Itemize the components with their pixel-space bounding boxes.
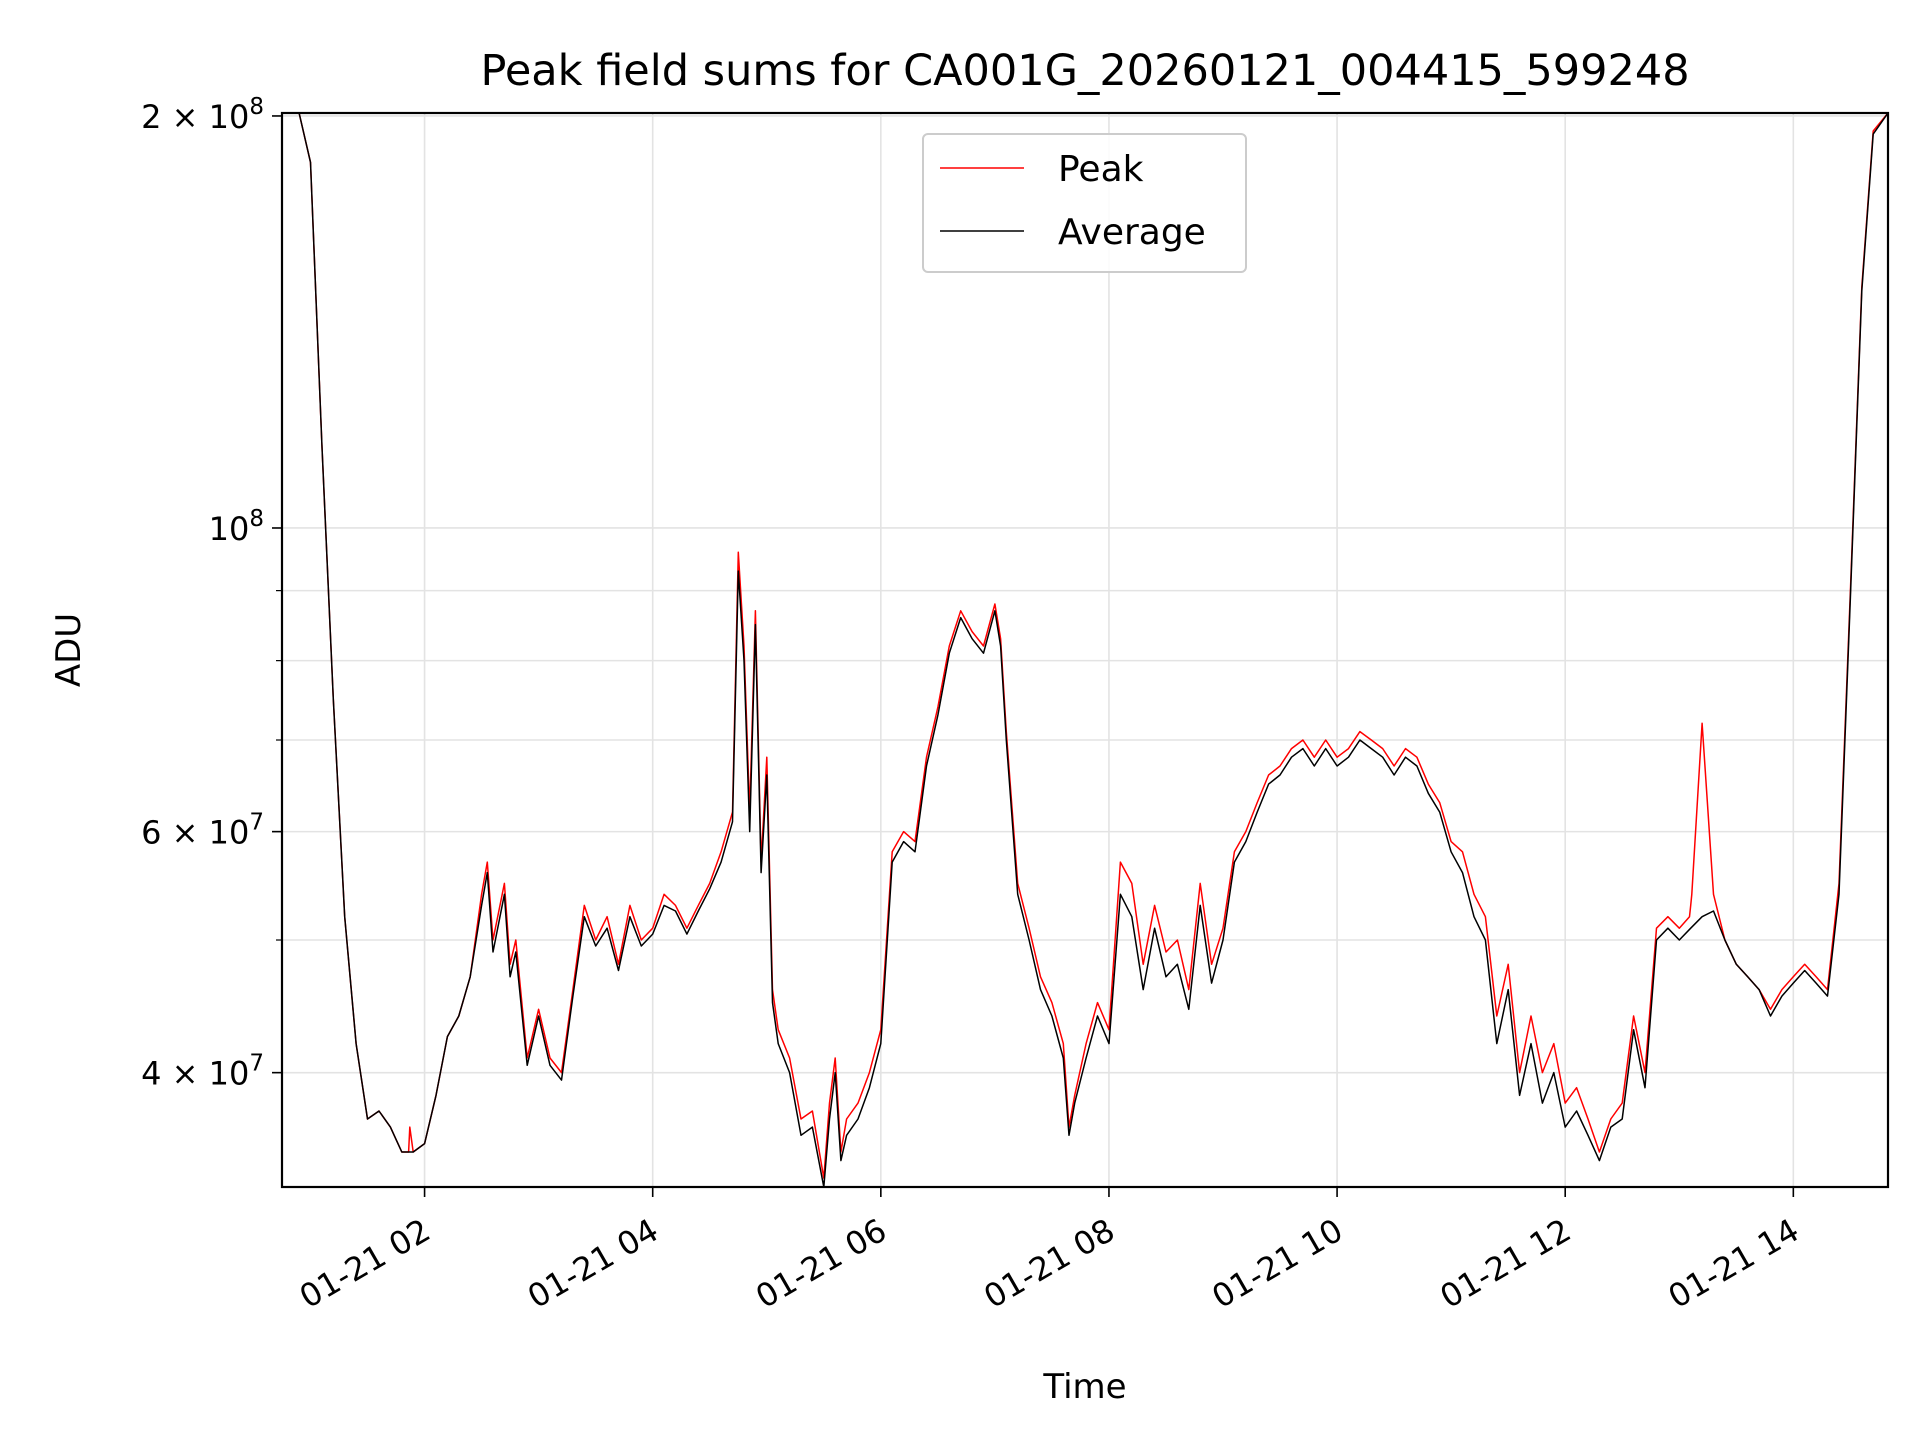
y-tick-label-base: 6 × 10 [141, 814, 249, 852]
y-tick-label-exponent: 7 [249, 1051, 264, 1077]
legend-label-average: Average [1058, 212, 1206, 253]
y-tick-label-exponent: 8 [249, 506, 264, 532]
y-tick-label-base: 10 [209, 510, 250, 548]
series-layer [282, 112, 1889, 1188]
series-line-average [282, 112, 1889, 1188]
y-axis-label: ADU [49, 613, 89, 687]
y-tick-label: 2 × 108 [141, 94, 264, 136]
y-tick-label-exponent: 7 [249, 810, 264, 836]
series-line-peak [282, 112, 1889, 1179]
legend: Peak Average [922, 133, 1247, 273]
y-tick-label: 4 × 107 [141, 1051, 264, 1093]
y-tick-label-exponent: 8 [249, 94, 264, 120]
legend-label-peak: Peak [1058, 149, 1144, 190]
chart-title: Peak field sums for CA001G_20260121_0044… [480, 46, 1689, 96]
x-axis-label: Time [1042, 1367, 1126, 1407]
y-tick-label-base: 2 × 10 [141, 98, 249, 136]
grid-layer [282, 113, 1888, 1187]
y-tick-label: 108 [209, 506, 264, 548]
y-tick-label: 6 × 107 [141, 810, 264, 852]
y-tick-label-base: 4 × 10 [141, 1055, 249, 1093]
plot-frame [280, 111, 1890, 1189]
